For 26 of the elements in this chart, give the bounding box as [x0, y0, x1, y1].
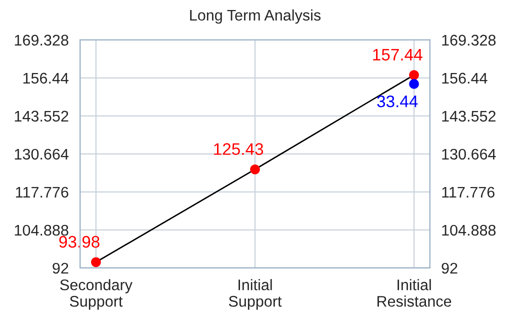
annotation: 33.44: [377, 96, 418, 108]
point: [91, 257, 101, 268]
x-tick-label: Initial Resistance: [377, 279, 452, 307]
chart-title: Long Term Analysis: [190, 9, 321, 24]
x-tick-label: Secondary Support: [60, 279, 132, 310]
data-label: 157.44: [373, 48, 422, 61]
point: [250, 164, 260, 174]
y-tick-label: 169.328: [14, 34, 68, 46]
y-tick-label: 143.552: [14, 110, 68, 122]
y2-tick-label: 117.776: [442, 186, 494, 198]
y2-tick-label: 156.44: [442, 72, 488, 84]
y-tick-label: 92: [52, 262, 68, 274]
y-tick-label: 104.888: [14, 224, 68, 236]
y2-tick-label: 143.552: [442, 110, 496, 122]
point: [409, 79, 419, 89]
y2-tick-label: 169.328: [442, 34, 496, 46]
data-label: 93.98: [59, 236, 100, 248]
x-tick-label: Initial Support: [228, 279, 282, 310]
point: [409, 70, 419, 80]
y-tick-label: 156.44: [23, 72, 69, 84]
data-label: 125.43: [214, 143, 264, 155]
y-tick-label: 130.664: [14, 148, 69, 160]
y-tick-label: 117.776: [16, 186, 68, 198]
y2-tick-label: 130.664: [442, 148, 496, 160]
y2-tick-label: 104.888: [442, 224, 496, 236]
y2-tick-label: 92: [442, 262, 458, 274]
